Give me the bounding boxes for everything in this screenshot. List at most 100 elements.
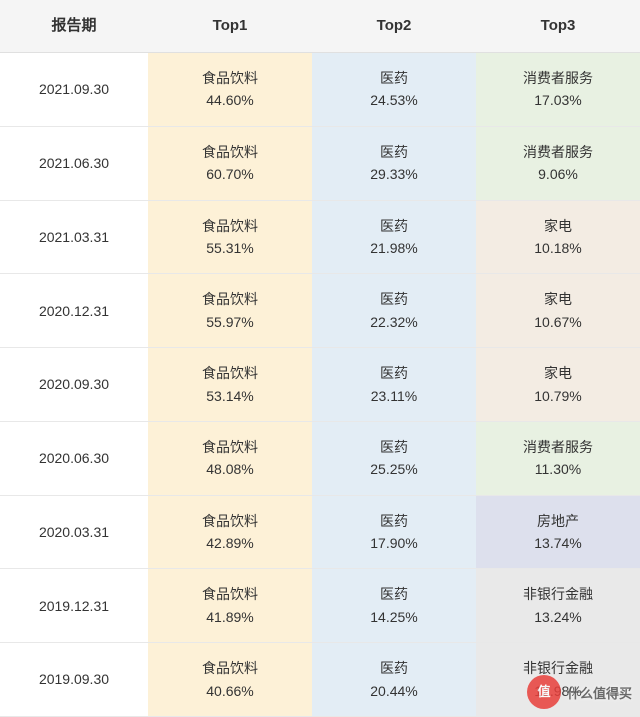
period-cell: 2021.09.30 — [0, 53, 148, 126]
period-cell: 2019.09.30 — [0, 643, 148, 716]
top2-cell: 医药22.32% — [312, 274, 476, 347]
period-cell: 2020.03.31 — [0, 496, 148, 569]
top2-cell: 医药14.25% — [312, 569, 476, 642]
table-row: 2020.09.30食品饮料53.14%医药23.11%家电10.79% — [0, 348, 640, 422]
period-cell: 2020.12.31 — [0, 274, 148, 347]
table-row: 2021.06.30食品饮料60.70%医药29.33%消费者服务9.06% — [0, 127, 640, 201]
top2-cell: 医药25.25% — [312, 422, 476, 495]
top1-cell: 食品饮料55.31% — [148, 201, 312, 274]
period-cell: 2020.09.30 — [0, 348, 148, 421]
sector-weight-table: 报告期 Top1 Top2 Top3 2021.09.30食品饮料44.60%医… — [0, 0, 640, 717]
sector-label: 医药 — [380, 141, 408, 163]
sector-label: 医药 — [380, 657, 408, 679]
sector-pct: 17.03% — [534, 89, 581, 111]
top1-cell: 食品饮料44.60% — [148, 53, 312, 126]
top2-cell: 医药29.33% — [312, 127, 476, 200]
top1-cell: 食品饮料60.70% — [148, 127, 312, 200]
sector-pct: 10.79% — [534, 385, 581, 407]
top3-cell: 消费者服务9.06% — [476, 127, 640, 200]
sector-pct: 17.90% — [370, 532, 417, 554]
sector-pct: 25.25% — [370, 458, 417, 480]
sector-label: 食品饮料 — [202, 67, 258, 89]
sector-pct: 23.11% — [371, 385, 417, 407]
sector-label: 房地产 — [537, 510, 579, 532]
sector-label: 食品饮料 — [202, 583, 258, 605]
table-body: 2021.09.30食品饮料44.60%医药24.53%消费者服务17.03%2… — [0, 53, 640, 717]
table-row: 2020.06.30食品饮料48.08%医药25.25%消费者服务11.30% — [0, 422, 640, 496]
sector-pct: 10.67% — [534, 311, 581, 333]
period-cell: 2019.12.31 — [0, 569, 148, 642]
sector-label: 食品饮料 — [202, 141, 258, 163]
sector-pct: 44.60% — [206, 89, 253, 111]
table-row: 2019.12.31食品饮料41.89%医药14.25%非银行金融13.24% — [0, 569, 640, 643]
period-cell: 2020.06.30 — [0, 422, 148, 495]
sector-pct: 9.06% — [538, 163, 578, 185]
top1-cell: 食品饮料40.66% — [148, 643, 312, 716]
top1-cell: 食品饮料41.89% — [148, 569, 312, 642]
sector-label: 医药 — [380, 583, 408, 605]
top3-cell: 消费者服务11.30% — [476, 422, 640, 495]
col-header-top3: Top3 — [476, 0, 640, 52]
sector-label: 食品饮料 — [202, 436, 258, 458]
sector-label: 家电 — [544, 215, 572, 237]
sector-pct: 11.30% — [535, 458, 581, 480]
sector-label: 食品饮料 — [202, 657, 258, 679]
sector-label: 医药 — [380, 510, 408, 532]
table-row: 2020.03.31食品饮料42.89%医药17.90%房地产13.74% — [0, 496, 640, 570]
sector-pct: 14.25% — [370, 606, 417, 628]
sector-pct: 41.89% — [206, 606, 253, 628]
col-header-top1: Top1 — [148, 0, 312, 52]
col-header-period: 报告期 — [0, 0, 148, 52]
top3-cell: 家电10.18% — [476, 201, 640, 274]
sector-pct: 13.74% — [534, 532, 581, 554]
sector-pct: 10.18% — [534, 237, 581, 259]
sector-label: 食品饮料 — [202, 362, 258, 384]
sector-label: 消费者服务 — [523, 67, 593, 89]
table-row: 2020.12.31食品饮料55.97%医药22.32%家电10.67% — [0, 274, 640, 348]
sector-pct: 55.31% — [206, 237, 253, 259]
sector-label: 医药 — [380, 67, 408, 89]
sector-pct: 22.32% — [370, 311, 417, 333]
sector-label: 消费者服务 — [523, 141, 593, 163]
sector-label: 医药 — [380, 288, 408, 310]
top1-cell: 食品饮料53.14% — [148, 348, 312, 421]
watermark-badge-icon: 值 — [527, 675, 561, 709]
sector-label: 食品饮料 — [202, 215, 258, 237]
sector-label: 食品饮料 — [202, 288, 258, 310]
table-row: 2021.09.30食品饮料44.60%医药24.53%消费者服务17.03% — [0, 53, 640, 127]
top3-cell: 家电10.67% — [476, 274, 640, 347]
sector-pct: 42.89% — [206, 532, 253, 554]
top1-cell: 食品饮料42.89% — [148, 496, 312, 569]
top3-cell: 非银行金融13.24% — [476, 569, 640, 642]
sector-label: 家电 — [544, 288, 572, 310]
watermark: 值 什么值得买 — [527, 675, 632, 709]
sector-pct: 55.97% — [206, 311, 253, 333]
top3-cell: 消费者服务17.03% — [476, 53, 640, 126]
sector-pct: 24.53% — [370, 89, 417, 111]
watermark-label: 什么值得买 — [567, 683, 632, 702]
sector-label: 医药 — [380, 362, 408, 384]
sector-pct: 48.08% — [206, 458, 253, 480]
sector-pct: 29.33% — [370, 163, 417, 185]
table-header-row: 报告期 Top1 Top2 Top3 — [0, 0, 640, 53]
top2-cell: 医药23.11% — [312, 348, 476, 421]
top2-cell: 医药21.98% — [312, 201, 476, 274]
sector-label: 医药 — [380, 436, 408, 458]
top2-cell: 医药17.90% — [312, 496, 476, 569]
period-cell: 2021.06.30 — [0, 127, 148, 200]
sector-label: 医药 — [380, 215, 408, 237]
col-header-top2: Top2 — [312, 0, 476, 52]
top2-cell: 医药24.53% — [312, 53, 476, 126]
sector-pct: 21.98% — [370, 237, 417, 259]
sector-label: 消费者服务 — [523, 436, 593, 458]
top3-cell: 房地产13.74% — [476, 496, 640, 569]
top3-cell: 家电10.79% — [476, 348, 640, 421]
sector-pct: 60.70% — [206, 163, 253, 185]
sector-label: 非银行金融 — [523, 583, 593, 605]
period-cell: 2021.03.31 — [0, 201, 148, 274]
top1-cell: 食品饮料55.97% — [148, 274, 312, 347]
table-row: 2021.03.31食品饮料55.31%医药21.98%家电10.18% — [0, 201, 640, 275]
sector-pct: 20.44% — [370, 680, 417, 702]
top1-cell: 食品饮料48.08% — [148, 422, 312, 495]
sector-label: 食品饮料 — [202, 510, 258, 532]
